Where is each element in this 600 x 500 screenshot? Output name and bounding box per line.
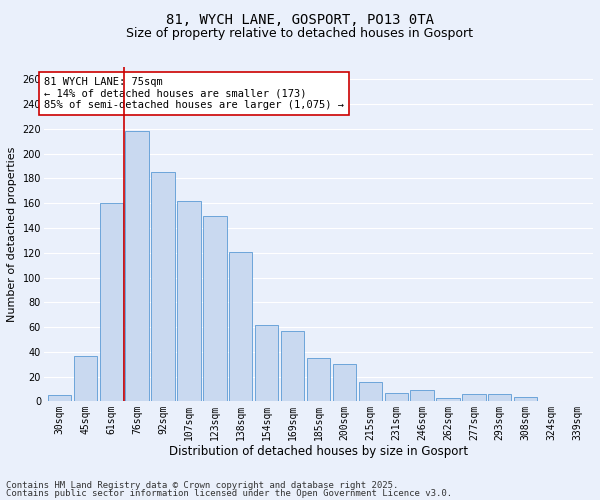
X-axis label: Distribution of detached houses by size in Gosport: Distribution of detached houses by size … [169, 445, 468, 458]
Bar [125, 132, 149, 402]
Bar [229, 252, 253, 402]
Bar [178, 201, 200, 402]
Bar [488, 394, 511, 402]
Text: Size of property relative to detached houses in Gosport: Size of property relative to detached ho… [127, 28, 473, 40]
Bar [462, 394, 485, 402]
Text: Contains HM Land Registry data © Crown copyright and database right 2025.: Contains HM Land Registry data © Crown c… [6, 480, 398, 490]
Text: Contains public sector information licensed under the Open Government Licence v3: Contains public sector information licen… [6, 489, 452, 498]
Bar [514, 396, 538, 402]
Bar [203, 216, 227, 402]
Bar [359, 382, 382, 402]
Bar [436, 398, 460, 402]
Bar [281, 331, 304, 402]
Y-axis label: Number of detached properties: Number of detached properties [7, 146, 17, 322]
Bar [385, 393, 408, 402]
Bar [74, 356, 97, 402]
Bar [255, 324, 278, 402]
Text: 81 WYCH LANE: 75sqm
← 14% of detached houses are smaller (173)
85% of semi-detac: 81 WYCH LANE: 75sqm ← 14% of detached ho… [44, 77, 344, 110]
Bar [333, 364, 356, 402]
Text: 81, WYCH LANE, GOSPORT, PO13 0TA: 81, WYCH LANE, GOSPORT, PO13 0TA [166, 12, 434, 26]
Bar [410, 390, 434, 402]
Bar [151, 172, 175, 402]
Bar [307, 358, 330, 402]
Bar [48, 396, 71, 402]
Bar [100, 203, 123, 402]
